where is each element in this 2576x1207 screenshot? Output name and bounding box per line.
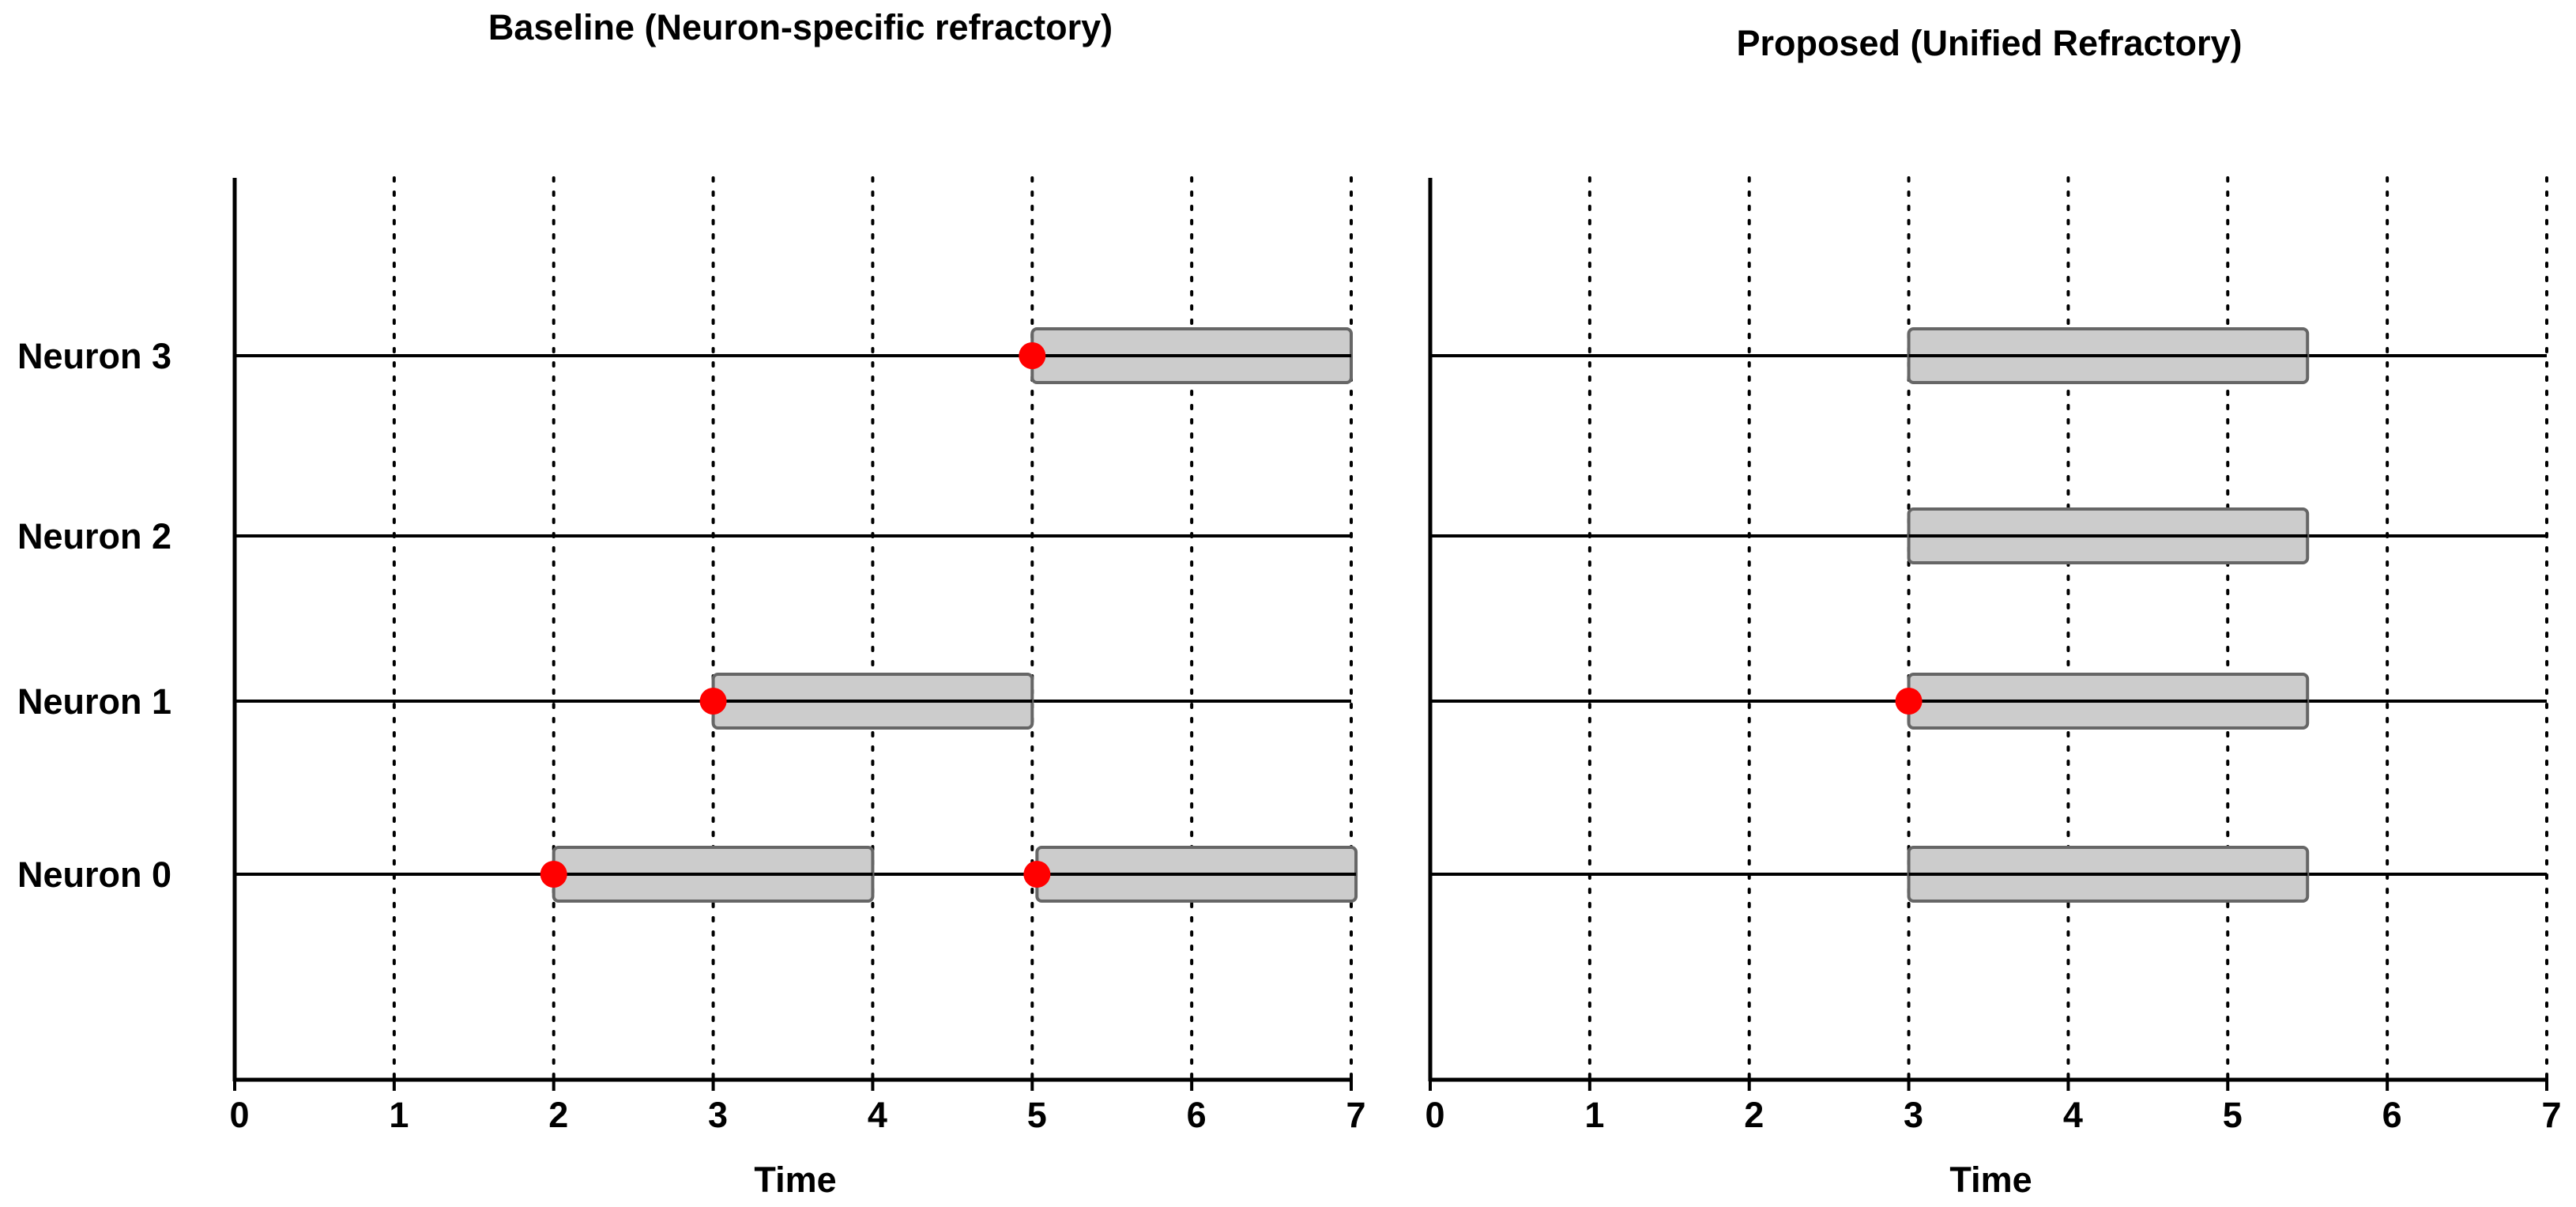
x-tick-label: 1 — [389, 1095, 409, 1135]
x-tick-label: 5 — [2223, 1095, 2243, 1135]
panel-title: Baseline (Neuron-specific refractory) — [488, 7, 1113, 47]
baseline-panel: Baseline (Neuron-specific refractory) Neu… — [17, 7, 1366, 1200]
x-axis-label: Time — [1949, 1160, 2032, 1200]
proposed-panel: Proposed (Unified Refractory) 0 1 2 3 4 5 6 7 Tim… — [1425, 23, 2561, 1200]
neuron-label: Neuron 2 — [17, 516, 171, 556]
neuron-label: Neuron 1 — [17, 681, 171, 722]
spike-marker — [1895, 688, 1923, 715]
spike-marker — [1019, 342, 1046, 369]
x-tick-label: 0 — [1425, 1095, 1444, 1135]
x-tick-label: 1 — [1584, 1095, 1604, 1135]
spike-marker — [1023, 861, 1051, 888]
neuron-label: Neuron 0 — [17, 854, 171, 895]
panel-title: Proposed (Unified Refractory) — [1736, 23, 2242, 63]
x-tick-label: 4 — [868, 1095, 887, 1135]
x-tick-label: 7 — [1346, 1095, 1365, 1135]
x-tick-label: 6 — [2382, 1095, 2402, 1135]
x-tick-label: 7 — [2541, 1095, 2561, 1135]
x-tick-label: 0 — [229, 1095, 249, 1135]
spike-marker — [699, 688, 727, 715]
neuron-label: Neuron 3 — [17, 336, 171, 376]
x-tick-label: 6 — [1187, 1095, 1207, 1135]
x-tick-label: 3 — [1904, 1095, 1923, 1135]
x-tick-label: 2 — [548, 1095, 568, 1135]
spike-marker — [540, 861, 567, 888]
x-tick-label: 4 — [2063, 1095, 2083, 1135]
x-tick-label: 5 — [1027, 1095, 1047, 1135]
x-tick-label: 3 — [708, 1095, 728, 1135]
x-tick-label: 2 — [1744, 1095, 1764, 1135]
x-axis-label: Time — [754, 1160, 836, 1200]
